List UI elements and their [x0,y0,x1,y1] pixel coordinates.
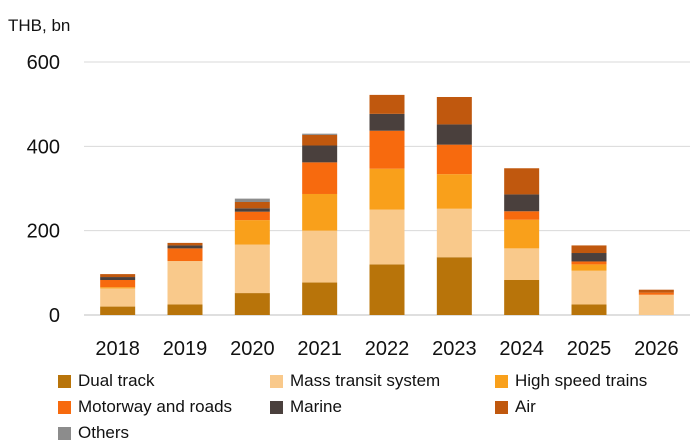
bar-segment-motorway-and-roads-2024 [504,211,540,220]
bar-segment-marine-2024 [504,194,540,212]
bar-segment-high-speed-trains-2020 [234,220,270,245]
bar-segment-high-speed-trains-2021 [302,193,338,231]
bar-segment-marine-2018 [100,277,136,281]
bar-segment-dual-track-2018 [100,306,136,315]
legend-swatch [58,400,71,414]
x-tick-label: 2026 [634,338,679,360]
bar-segment-high-speed-trains-2025 [571,264,607,271]
bar-segment-dual-track-2021 [302,282,338,315]
y-tick-label: 400 [27,136,60,158]
legend-label: High speed trains [515,371,648,390]
bar-segment-motorway-and-roads-2018 [100,280,136,288]
bar-segment-others-2021 [302,133,338,135]
legend-label: Marine [290,397,342,416]
bar-segment-air-2026 [638,289,674,293]
bar-segment-marine-2022 [369,113,405,131]
legend-swatch [495,400,508,414]
bar-segment-dual-track-2022 [369,264,405,315]
bar-segment-motorway-and-roads-2023 [436,144,472,175]
bar-segment-dual-track-2020 [234,293,270,315]
bar-segment-motorway-and-roads-2022 [369,130,405,169]
bar-segment-dual-track-2025 [571,304,607,315]
x-tick-label: 2019 [163,338,208,360]
x-tick-label: 2022 [365,338,410,360]
bar-segment-marine-2023 [436,124,472,145]
bar-segment-high-speed-trains-2022 [369,168,405,210]
y-axis-ticks: 0 200 400 600 [27,52,60,327]
bar-segment-mass-transit-system-2023 [436,208,472,258]
legend-label: Mass transit system [290,371,441,390]
bar-segment-high-speed-trains-2024 [504,219,540,249]
bar-segment-marine-2025 [571,253,607,262]
bar-segment-air-2022 [369,94,405,114]
bar-segment-motorway-and-roads-2019 [167,248,203,262]
legend-swatch [58,374,71,388]
legend-label: Air [515,397,536,416]
bars [100,94,674,315]
legend-item: Mass transit system [270,371,440,391]
y-tick-label: 600 [27,52,60,74]
legend-item: Dual track [58,371,155,391]
bar-segment-high-speed-trains-2023 [436,174,472,209]
x-tick-label: 2021 [297,338,342,360]
legend-item: Others [58,423,129,443]
legend-swatch [270,400,283,414]
bar-segment-motorway-and-roads-2020 [234,211,270,221]
bar-segment-mass-transit-system-2018 [100,288,136,307]
x-tick-label: 2024 [499,338,544,360]
bar-segment-mass-transit-system-2026 [638,294,674,315]
bar-segment-air-2025 [571,245,607,254]
x-tick-label: 2025 [567,338,612,360]
x-tick-label: 2020 [230,338,275,360]
bar-segment-dual-track-2023 [436,257,472,315]
bar-segment-air-2023 [436,96,472,125]
bar-segment-mass-transit-system-2022 [369,209,405,265]
y-axis-unit-label: THB, bn [8,16,71,35]
bar-segment-mass-transit-system-2025 [571,270,607,305]
legend-item: Motorway and roads [58,397,232,417]
bar-segment-air-2024 [504,168,540,195]
x-tick-label: 2018 [95,338,140,360]
legend-swatch [58,426,71,440]
y-tick-label: 200 [27,221,60,243]
bar-segment-mass-transit-system-2020 [234,244,270,294]
legend-label: Dual track [78,371,155,390]
legend-item: Air [495,397,536,417]
bar-segment-high-speed-trains-2018 [100,287,136,289]
bar-segment-marine-2019 [167,245,203,249]
bar-segment-mass-transit-system-2019 [167,261,203,305]
legend-swatch [495,374,508,388]
bar-segment-motorway-and-roads-2025 [571,261,607,265]
legend-item: High speed trains [495,371,647,391]
bar-segment-mass-transit-system-2024 [504,248,540,281]
bar-segment-air-2021 [302,134,338,146]
x-axis-ticks: 2018 2019 2020 2021 2022 2023 2024 2025 2026 [95,338,678,360]
bar-segment-dual-track-2019 [167,304,203,315]
bar-segment-dual-track-2024 [504,280,540,315]
legend-label: Motorway and roads [78,397,233,416]
bar-segment-air-2018 [100,274,136,278]
bar-segment-motorway-and-roads-2026 [638,292,674,295]
legend-swatch [270,374,283,388]
y-tick-label: 0 [49,305,60,327]
bar-segment-marine-2020 [234,208,270,212]
legend-item: Marine [270,397,342,417]
bar-segment-air-2020 [234,201,270,209]
bar-segment-marine-2021 [302,145,338,163]
bar-segment-motorway-and-roads-2021 [302,162,338,194]
bar-segment-mass-transit-system-2021 [302,230,338,283]
legend-label: Others [78,423,130,442]
bar-segment-others-2020 [234,198,270,202]
bar-segment-air-2019 [167,242,203,246]
x-tick-label: 2023 [432,338,477,360]
